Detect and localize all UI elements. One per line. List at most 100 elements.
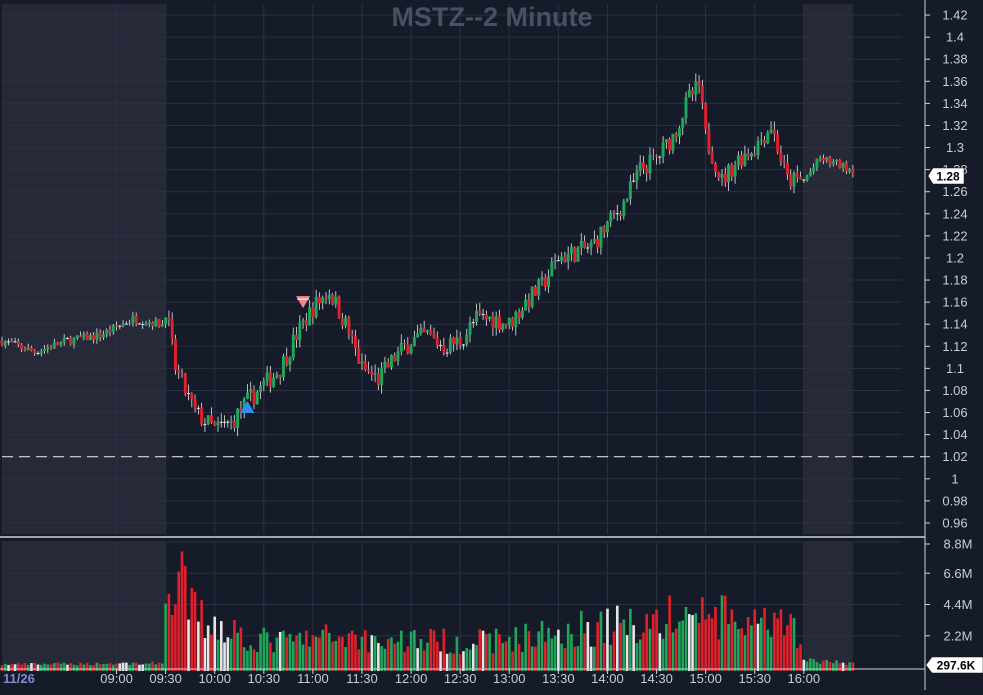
candle-body xyxy=(262,380,266,386)
candle-body xyxy=(111,324,115,332)
candle-body xyxy=(121,323,125,326)
candle-body xyxy=(216,421,220,426)
candle-body xyxy=(108,329,112,332)
volume-bar xyxy=(586,622,590,671)
volume-bar xyxy=(563,647,567,671)
volume-bar xyxy=(213,616,217,671)
volume-bar xyxy=(331,641,334,671)
volume-tick-label: 2.2M xyxy=(944,628,973,643)
volume-bar xyxy=(327,632,331,671)
candle-body xyxy=(841,162,845,169)
volume-bar xyxy=(177,571,181,671)
candle-body xyxy=(295,334,299,341)
volume-bar xyxy=(151,661,154,671)
time-tick-label: 15:30 xyxy=(738,671,771,686)
price-tick-label: 0.96 xyxy=(942,515,967,530)
time-tick-label: 16:00 xyxy=(788,671,821,686)
volume-bar xyxy=(301,644,305,671)
volume-bar xyxy=(481,630,485,671)
volume-bar xyxy=(252,649,256,671)
price-tick-label: 1.34 xyxy=(942,96,967,111)
volume-bar xyxy=(334,640,338,671)
candle-body xyxy=(812,167,816,172)
candle-body xyxy=(769,129,773,133)
candle-body xyxy=(583,240,587,249)
volume-bar xyxy=(157,662,161,671)
candle-body xyxy=(62,338,66,342)
volume-bar xyxy=(498,634,501,671)
volume-bar xyxy=(838,663,842,671)
volume-bar xyxy=(82,664,86,671)
price-tick-label: 1.32 xyxy=(942,118,967,133)
candle-body xyxy=(252,389,256,405)
candle-body xyxy=(628,181,632,200)
candle-body xyxy=(638,162,642,171)
candle-body xyxy=(190,393,194,400)
candle-body xyxy=(65,338,69,340)
volume-bar xyxy=(445,653,449,671)
candle-body xyxy=(324,297,328,300)
candle-body xyxy=(412,337,416,347)
candle-body xyxy=(285,356,289,365)
candle-body xyxy=(259,385,263,392)
volume-bar xyxy=(56,662,59,671)
candle-body xyxy=(468,322,472,335)
volume-bar xyxy=(105,663,109,671)
volume-bar xyxy=(242,647,246,671)
volume-bar xyxy=(511,651,514,671)
volume-bar xyxy=(380,646,383,671)
volume-bar xyxy=(255,652,259,671)
price-tick-label: 1.12 xyxy=(942,339,967,354)
volume-bar xyxy=(727,624,730,671)
candle-body xyxy=(677,127,681,137)
candle-body xyxy=(789,174,793,187)
volume-bar xyxy=(449,652,452,671)
volume-bar xyxy=(668,595,671,671)
volume-bar xyxy=(629,608,632,671)
candle-body xyxy=(569,246,573,254)
volume-bar xyxy=(475,645,478,671)
candle-body xyxy=(367,369,371,372)
candle-body xyxy=(393,354,397,361)
volume-bar xyxy=(36,664,40,671)
volume-bar xyxy=(121,662,125,671)
candle-body xyxy=(75,335,79,339)
volume-bar xyxy=(85,662,89,671)
volume-bar xyxy=(707,614,711,671)
candle-body xyxy=(399,342,403,352)
candle-body xyxy=(605,221,609,233)
volume-bar xyxy=(118,663,122,671)
volume-bar xyxy=(210,634,213,671)
last-volume-badge: 297.6K xyxy=(925,656,983,674)
volume-bar xyxy=(462,651,465,671)
volume-bar xyxy=(187,619,190,671)
volume-bar xyxy=(416,648,419,671)
volume-bar xyxy=(818,663,822,671)
volume-bar xyxy=(740,628,743,671)
candle-body xyxy=(661,142,665,157)
volume-bar xyxy=(197,621,200,671)
volume-bar xyxy=(622,619,626,671)
candle-body xyxy=(353,336,357,349)
volume-bar xyxy=(619,622,622,671)
volume-bar xyxy=(828,661,832,671)
volume-bar xyxy=(534,646,537,671)
candle-body xyxy=(573,246,577,262)
volume-bar xyxy=(537,631,541,671)
volume-bar xyxy=(141,664,145,671)
candle-body xyxy=(733,165,737,177)
volume-bar xyxy=(360,636,364,671)
volume-bar xyxy=(452,653,455,671)
volume-bar xyxy=(822,660,825,671)
candle-body xyxy=(645,168,649,174)
candle-body xyxy=(154,319,158,327)
price-tick-label: 1.3 xyxy=(946,140,964,155)
candle-body xyxy=(851,169,855,174)
candle-body xyxy=(831,161,835,164)
volume-bar xyxy=(321,629,325,671)
volume-bar xyxy=(174,604,177,671)
candle-body xyxy=(268,372,272,387)
volume-bar xyxy=(341,636,344,671)
volume-bar xyxy=(59,663,63,671)
